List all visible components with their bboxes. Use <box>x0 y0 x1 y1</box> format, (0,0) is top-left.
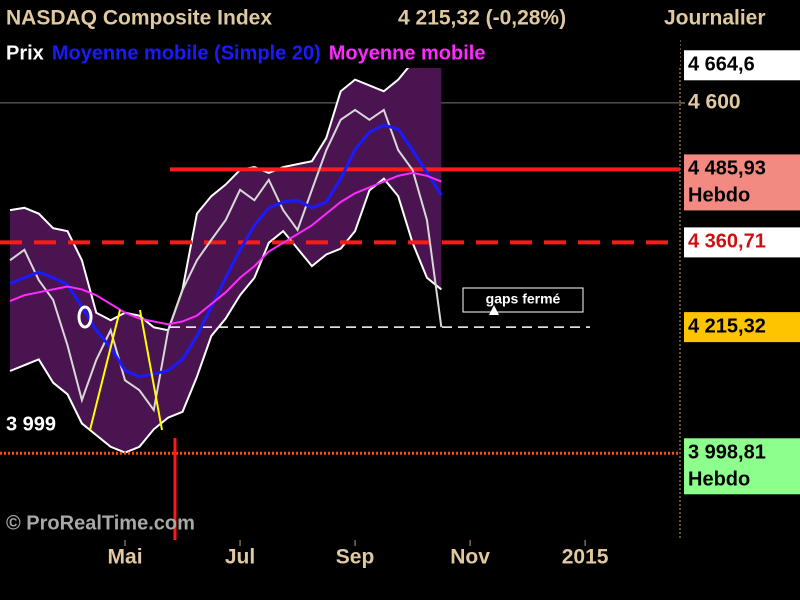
price-box-note: Hebdo <box>688 469 750 491</box>
x-tick-label: Mai <box>108 546 143 569</box>
price-box-label: 4 664,6 <box>688 54 755 76</box>
period-label: Journalier <box>664 7 766 30</box>
circle-marker <box>77 305 93 329</box>
x-tick-label: 2015 <box>562 546 609 569</box>
price-box <box>684 312 800 343</box>
price-box-label: 3 998,81 <box>688 442 766 464</box>
price-box-label: 4 360,71 <box>688 231 766 253</box>
series-line <box>9 171 442 326</box>
band-lower <box>9 177 442 454</box>
price-box <box>684 154 800 211</box>
legend: Prix Moyenne mobile (Simple 20) Moyenne mo… <box>0 40 680 68</box>
x-tick-label: Nov <box>450 546 490 569</box>
title-row: NASDAQ Composite Index 4 215,32 (-0,28%)… <box>6 7 766 30</box>
price-label: 4 215,32 (-0,28%) <box>398 7 566 30</box>
price-box-note: Hebdo <box>688 185 750 207</box>
x-tick-label: Sep <box>336 546 375 569</box>
price-box <box>684 438 800 495</box>
band-upper <box>9 55 442 332</box>
price-box <box>684 50 800 81</box>
x-tick-label: Jul <box>225 546 255 569</box>
price-boxes: 4 664,6 4 485,93 Hebdo 4 360,71 4 215,32 3 99… <box>684 50 800 495</box>
y-tick-label: 4 600 <box>688 90 741 113</box>
series-line <box>9 108 443 413</box>
copyright: © ProRealTime.com <box>6 512 195 534</box>
trend-arrow <box>139 309 163 431</box>
left-level-label: 3 999 <box>6 413 56 435</box>
legend-entry: Prix <box>6 42 44 64</box>
price-box-label: 4 215,32 <box>688 315 766 337</box>
legend-background <box>0 40 680 68</box>
trend-arrow <box>89 309 121 431</box>
legend-entry: Moyenne mobile <box>329 42 486 64</box>
price-box <box>684 227 800 258</box>
chart-title: NASDAQ Composite Index <box>6 7 272 30</box>
legend-entry: Moyenne mobile (Simple 20) <box>52 42 321 64</box>
price-box-label: 4 485,93 <box>688 158 766 180</box>
annotation: gaps fermé <box>486 291 561 307</box>
annotation-arrow <box>489 305 499 315</box>
annotation-box <box>462 287 584 313</box>
